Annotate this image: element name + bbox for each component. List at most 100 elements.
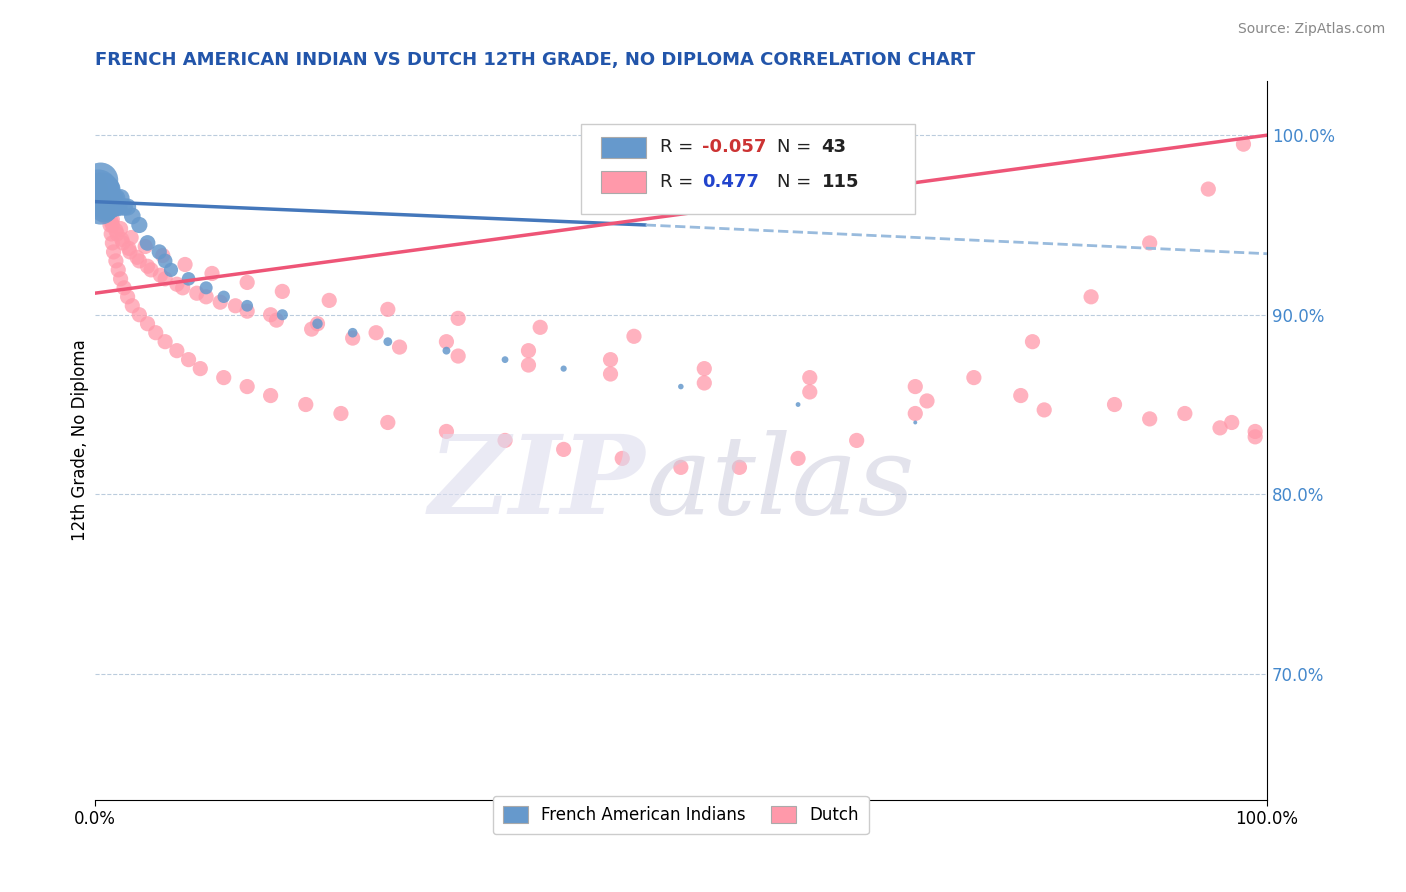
Point <box>388 340 411 354</box>
Point <box>236 276 259 290</box>
Y-axis label: 12th Grade, No Diploma: 12th Grade, No Diploma <box>72 340 89 541</box>
Point <box>93 209 115 223</box>
Point <box>209 295 232 310</box>
Point <box>90 182 112 196</box>
Point <box>153 253 176 268</box>
Point <box>101 218 124 232</box>
Point <box>90 182 112 196</box>
Point <box>94 200 117 214</box>
Point <box>174 258 197 272</box>
Point <box>90 200 112 214</box>
Point <box>89 178 111 193</box>
Point <box>1139 412 1161 426</box>
Point <box>799 370 821 384</box>
Point <box>599 367 621 381</box>
Point <box>224 299 246 313</box>
Point <box>111 232 134 246</box>
Point <box>94 200 117 214</box>
Point <box>93 196 115 211</box>
Point <box>342 326 364 340</box>
Point <box>104 191 127 205</box>
Point <box>89 191 111 205</box>
Point <box>1139 235 1161 250</box>
Point <box>307 317 329 331</box>
Point <box>110 272 132 286</box>
Point <box>117 200 139 214</box>
Point <box>100 191 122 205</box>
Point <box>125 250 148 264</box>
Point <box>553 361 575 376</box>
Point <box>212 370 235 384</box>
Point <box>172 281 194 295</box>
Point <box>104 200 127 214</box>
Point <box>121 299 143 313</box>
Point <box>128 308 150 322</box>
Point <box>91 200 114 214</box>
Point <box>136 317 159 331</box>
Point <box>1197 182 1219 196</box>
Point <box>148 244 170 259</box>
Point <box>447 311 470 326</box>
Point <box>1033 403 1056 417</box>
Point <box>1244 425 1267 439</box>
Point <box>787 398 810 412</box>
Point <box>342 331 364 345</box>
Point <box>236 379 259 393</box>
Point <box>111 235 134 250</box>
Point <box>599 352 621 367</box>
Point <box>97 209 120 223</box>
Text: 0.477: 0.477 <box>702 173 759 191</box>
Text: 43: 43 <box>821 138 846 156</box>
Point <box>90 194 112 209</box>
Point <box>271 285 294 299</box>
Point <box>101 235 124 250</box>
Point <box>121 209 143 223</box>
Point <box>787 451 810 466</box>
Point <box>94 182 117 196</box>
FancyBboxPatch shape <box>602 136 645 158</box>
Point <box>166 277 188 292</box>
Legend: French American Indians, Dutch: French American Indians, Dutch <box>494 797 869 834</box>
Point <box>152 248 174 262</box>
Point <box>436 334 458 349</box>
Point <box>294 398 316 412</box>
Point <box>128 253 150 268</box>
Point <box>377 416 399 430</box>
FancyBboxPatch shape <box>602 171 645 193</box>
Point <box>97 182 120 196</box>
Point <box>693 361 716 376</box>
Point <box>87 182 110 196</box>
Point <box>117 290 139 304</box>
Point <box>177 272 200 286</box>
Point <box>259 308 281 322</box>
Point <box>1220 416 1243 430</box>
Point <box>377 302 399 317</box>
Point <box>118 241 141 255</box>
Point <box>904 416 927 430</box>
Point <box>112 281 135 295</box>
Point <box>553 442 575 457</box>
Point <box>329 407 352 421</box>
Point <box>377 334 399 349</box>
Point <box>494 352 516 367</box>
Point <box>1021 334 1043 349</box>
Point <box>90 187 112 202</box>
Point <box>96 209 118 223</box>
Point <box>963 370 986 384</box>
Text: 115: 115 <box>821 173 859 191</box>
Text: atlas: atlas <box>645 430 915 537</box>
Point <box>177 352 200 367</box>
Point <box>96 191 118 205</box>
Point <box>153 334 176 349</box>
Text: ZIP: ZIP <box>429 430 645 537</box>
Point <box>93 200 115 214</box>
Point <box>728 460 751 475</box>
Text: Source: ZipAtlas.com: Source: ZipAtlas.com <box>1237 22 1385 37</box>
Point <box>149 268 172 283</box>
Point <box>799 384 821 399</box>
FancyBboxPatch shape <box>581 125 915 214</box>
Point <box>97 191 120 205</box>
Point <box>139 263 162 277</box>
Point <box>101 200 124 214</box>
Point <box>236 304 259 318</box>
